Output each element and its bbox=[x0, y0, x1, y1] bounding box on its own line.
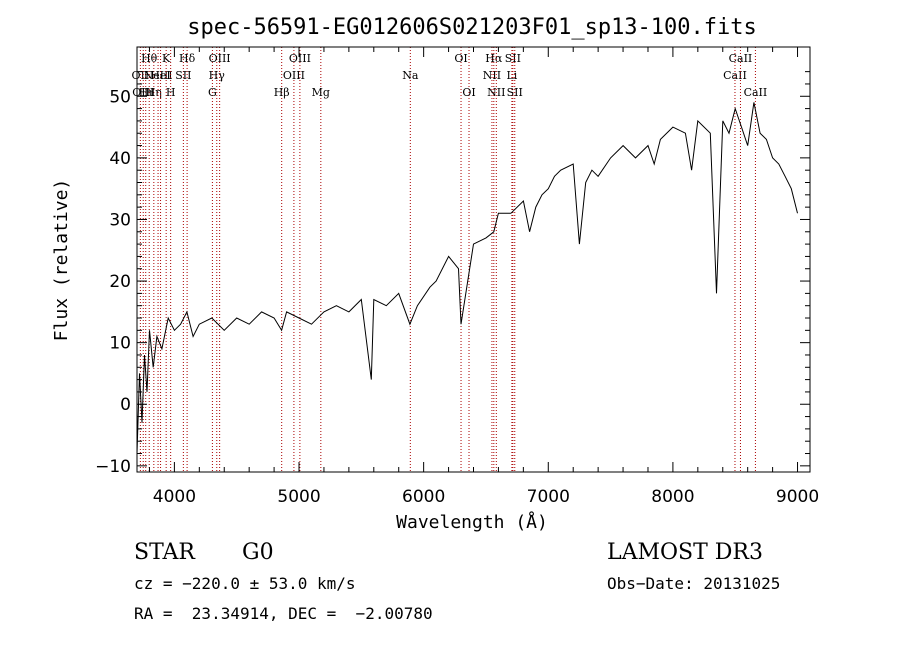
spectral-line-label: K bbox=[162, 52, 171, 65]
series-layer bbox=[136, 102, 798, 454]
spectral-line-label: G bbox=[208, 86, 217, 99]
x-tick-label: 7000 bbox=[527, 487, 570, 507]
object-class: STAR bbox=[134, 540, 195, 565]
spectral-line-label: OII bbox=[132, 69, 150, 82]
spectral-line-label: Hγ bbox=[209, 69, 226, 82]
x-tick-label: 8000 bbox=[651, 487, 694, 507]
spectral-line-label: CaII bbox=[723, 69, 747, 82]
plot-frame bbox=[136, 46, 811, 473]
spectral-line-label: NII bbox=[487, 86, 505, 99]
object-subclass: G0 bbox=[242, 540, 274, 565]
spectral-line-label: HeI bbox=[150, 69, 170, 82]
spectral-line-label: CaII bbox=[729, 52, 753, 65]
spectral-line-label: SII bbox=[175, 69, 191, 82]
spectral-line-label: OIII bbox=[283, 69, 305, 82]
spectral-line-label: Hδ bbox=[179, 52, 196, 65]
spectral-line-label: SII bbox=[505, 52, 521, 65]
spectral-line-label: Hα bbox=[485, 52, 503, 65]
y-tick-label: 40 bbox=[109, 149, 131, 169]
y-axis-label: Flux (relative) bbox=[51, 179, 72, 342]
spectral-line-label: OI bbox=[454, 52, 467, 65]
chart-title: spec-56591-EG012606S021203F01_sp13-100.f… bbox=[187, 15, 757, 40]
spectral-line-label: NII bbox=[483, 69, 501, 82]
spectral-line-label: CaII bbox=[744, 86, 768, 99]
x-tick-label: 4000 bbox=[153, 487, 196, 507]
spectral-line-label: SII bbox=[507, 86, 523, 99]
spectral-line-label: OIII bbox=[209, 52, 231, 65]
redshift-text: cz = −220.0 ± 53.0 km/s bbox=[134, 574, 356, 593]
x-tick-label: 9000 bbox=[776, 487, 819, 507]
coordinates-text: RA = 23.34914, DEC = −2.00780 bbox=[134, 604, 433, 623]
spectral-line-label: Mg bbox=[312, 86, 330, 99]
y-tick-label: −10 bbox=[95, 457, 131, 477]
spectral-line-label: H bbox=[166, 86, 176, 99]
spectral-line-markers: OIIOIIIHιHθHηNeIIIHeIKHSIIHδGHγOIIIHβOII… bbox=[132, 47, 768, 472]
y-tick-label: 30 bbox=[109, 210, 131, 230]
spectral-line-label: Na bbox=[402, 69, 419, 82]
x-axis-label: Wavelength (Å) bbox=[396, 511, 548, 533]
spectral-line-label: Li bbox=[506, 69, 517, 82]
y-tick-label: 50 bbox=[109, 87, 131, 107]
y-tick-label: 0 bbox=[120, 395, 131, 415]
spectral-line-label: OI bbox=[462, 86, 475, 99]
spectrum-line bbox=[136, 102, 798, 454]
y-axis: −10 0 10 20 30 40 50 bbox=[95, 71, 810, 477]
y-tick-label: 20 bbox=[109, 272, 131, 292]
y-tick-label: 10 bbox=[109, 334, 131, 354]
observation-date: Obs−Date: 20131025 bbox=[607, 574, 781, 593]
spectral-line-label: OIII bbox=[289, 52, 311, 65]
x-tick-label: 5000 bbox=[277, 487, 320, 507]
x-axis: 4000 5000 6000 7000 8000 9000 bbox=[148, 47, 819, 507]
spectral-line-label: Hη bbox=[146, 86, 162, 99]
x-tick-label: 6000 bbox=[402, 487, 445, 507]
survey-name: LAMOST DR3 bbox=[607, 540, 763, 565]
spectral-line-label: Hθ bbox=[141, 52, 158, 65]
spectral-line-label: Hβ bbox=[274, 86, 290, 99]
spectral-line-label: NeIII bbox=[143, 69, 172, 82]
